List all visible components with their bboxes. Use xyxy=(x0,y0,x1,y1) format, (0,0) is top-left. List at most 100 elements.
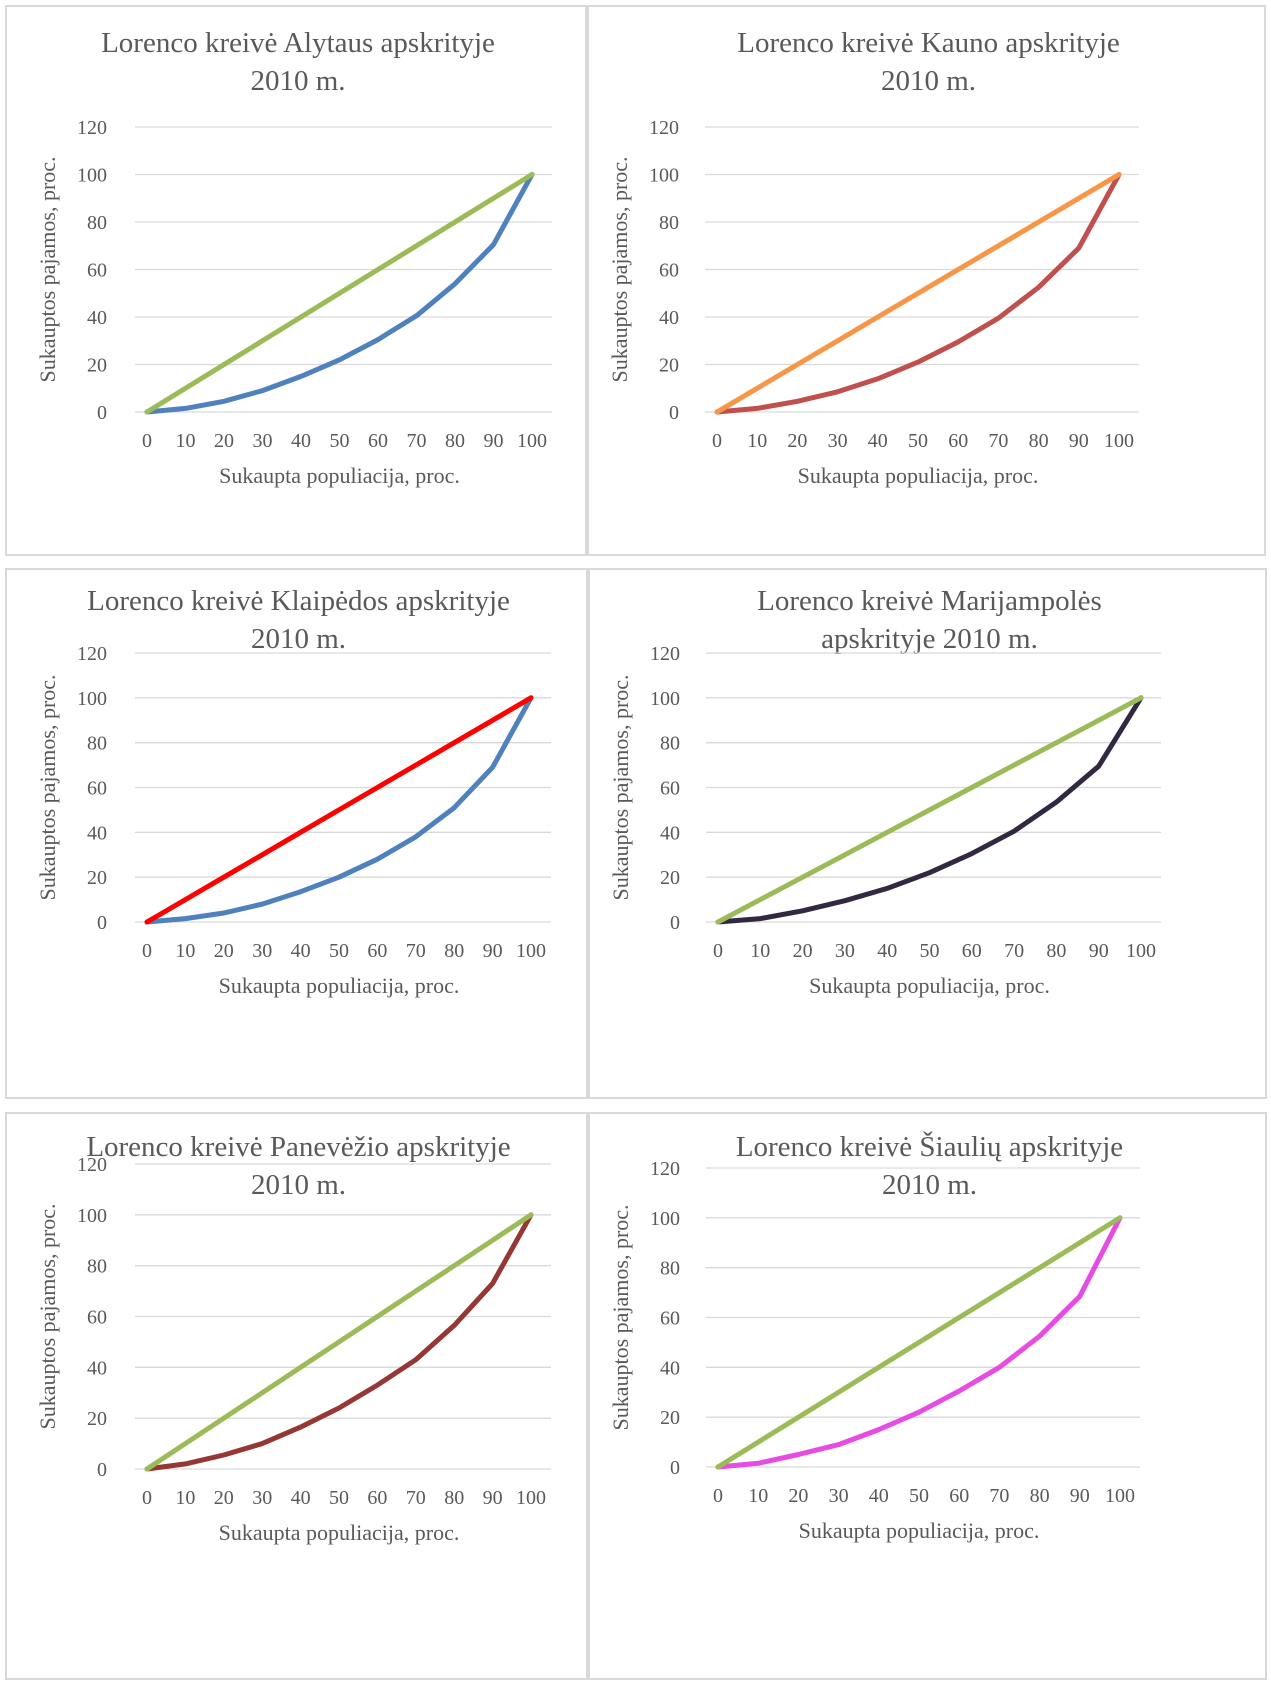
chart-panel-kaunas: Lorenco kreivė Kauno apskrityje 2010 m. 0 2… xyxy=(587,5,1266,556)
x-tick-label: 60 xyxy=(962,940,982,962)
lorenz-chart-alytus: Lorenco kreivė Alytaus apskrityje 2010 m.… xyxy=(35,27,552,488)
chart-title-line: 2010 m. xyxy=(882,1169,977,1201)
y-tick-label: 40 xyxy=(660,822,680,844)
y-tick-label: 40 xyxy=(660,1357,680,1379)
x-tick-label: 20 xyxy=(788,1485,808,1507)
lorenz-chart-marijampole: Lorenco kreivė Marijampolės apskrityje 20… xyxy=(608,585,1161,998)
y-axis-label: Sukauptos pajamos, proc. xyxy=(607,156,632,382)
x-tick-label: 50 xyxy=(329,1487,349,1509)
x-axis-label: Sukaupta populiacija, proc. xyxy=(798,463,1039,488)
x-axis-label: Sukaupta populiacija, proc. xyxy=(219,463,460,488)
x-tick-label: 20 xyxy=(787,430,807,452)
y-tick-label: 100 xyxy=(650,688,680,710)
x-tick-label: 30 xyxy=(829,1485,849,1507)
x-tick-label: 50 xyxy=(908,430,928,452)
lorenz-curve-line xyxy=(144,695,534,925)
y-tick-label: 20 xyxy=(87,355,107,377)
x-tick-label: 60 xyxy=(367,940,387,962)
equality-line xyxy=(715,1215,1123,1470)
y-tick-label: 0 xyxy=(670,1457,680,1479)
equality-line xyxy=(715,695,1144,925)
x-tick-label: 40 xyxy=(291,1487,311,1509)
x-tick-label: 10 xyxy=(747,430,767,452)
y-tick-label: 120 xyxy=(77,117,107,139)
x-tick-label: 80 xyxy=(1029,430,1049,452)
lorenz-chart-siauliai: Lorenco kreivė Šiaulių apskrityje 2010 m.… xyxy=(608,1130,1140,1543)
y-tick-label: 80 xyxy=(87,212,107,234)
x-tick-label: 70 xyxy=(988,430,1008,452)
x-tick-label: 50 xyxy=(330,430,350,452)
lorenz-chart-panevezys: Lorenco kreivė Panevėžio apskrityje 2010 … xyxy=(35,1131,551,1545)
y-tick-label: 80 xyxy=(659,212,679,234)
x-tick-label: 10 xyxy=(175,1487,195,1509)
x-tick-label: 90 xyxy=(1089,940,1109,962)
y-tick-label: 0 xyxy=(670,912,680,934)
lorenz-curve-line xyxy=(715,1215,1123,1470)
x-tick-label: 50 xyxy=(329,940,349,962)
x-tick-label: 60 xyxy=(949,1485,969,1507)
chart-title-line: 2010 m. xyxy=(881,65,976,97)
x-tick-label: 70 xyxy=(1004,940,1024,962)
lorenz-chart-klaipeda: Lorenco kreivė Klaipėdos apskrityje 2010 … xyxy=(35,585,551,998)
chart-title-line: Lorenco kreivė Panevėžio apskrityje xyxy=(86,1131,510,1163)
x-tick-label: 100 xyxy=(516,1487,546,1509)
x-tick-label: 20 xyxy=(214,430,234,452)
equality-line xyxy=(144,172,535,415)
x-tick-label: 100 xyxy=(1105,1485,1135,1507)
chart-title-line: 2010 m. xyxy=(250,65,345,97)
y-tick-label: 60 xyxy=(660,1308,680,1330)
x-tick-label: 90 xyxy=(483,940,503,962)
x-tick-label: 40 xyxy=(868,430,888,452)
y-axis-label: Sukauptos pajamos, proc. xyxy=(35,1203,60,1429)
y-tick-label: 60 xyxy=(87,1307,107,1329)
y-tick-label: 100 xyxy=(77,165,107,187)
x-tick-label: 0 xyxy=(142,940,152,962)
x-tick-label: 0 xyxy=(142,1487,152,1509)
chart-panel-marijampole: Lorenco kreivė Marijampolės apskrityje 20… xyxy=(588,568,1267,1099)
x-tick-label: 80 xyxy=(444,1487,464,1509)
x-tick-label: 80 xyxy=(1030,1485,1050,1507)
chart-panel-alytus: Lorenco kreivė Alytaus apskrityje 2010 m.… xyxy=(5,5,587,556)
x-tick-label: 30 xyxy=(828,430,848,452)
y-tick-label: 40 xyxy=(87,822,107,844)
x-tick-label: 80 xyxy=(444,940,464,962)
y-tick-label: 60 xyxy=(660,778,680,800)
lorenz-curve-line xyxy=(714,172,1122,415)
x-tick-label: 90 xyxy=(1069,430,1089,452)
x-tick-label: 60 xyxy=(367,1487,387,1509)
x-tick-label: 0 xyxy=(712,430,722,452)
x-tick-label: 60 xyxy=(948,430,968,452)
x-tick-label: 10 xyxy=(175,940,195,962)
x-tick-label: 0 xyxy=(713,940,723,962)
chart-panel-panevezys: Lorenco kreivė Panevėžio apskrityje 2010 … xyxy=(5,1112,588,1680)
x-tick-label: 90 xyxy=(484,430,504,452)
lorenz-chart-kaunas: Lorenco kreivė Kauno apskrityje 2010 m. 0 2… xyxy=(607,27,1139,488)
y-tick-label: 0 xyxy=(97,402,107,424)
x-tick-label: 70 xyxy=(406,1487,426,1509)
y-tick-label: 40 xyxy=(87,307,107,329)
x-tick-label: 10 xyxy=(750,940,770,962)
x-tick-label: 10 xyxy=(748,1485,768,1507)
x-tick-label: 0 xyxy=(142,430,152,452)
equality-line xyxy=(144,695,534,925)
y-tick-label: 80 xyxy=(660,1258,680,1280)
x-tick-label: 90 xyxy=(1070,1485,1090,1507)
chart-title-line: 2010 m. xyxy=(251,623,346,655)
lorenz-curve-line xyxy=(144,172,535,415)
x-axis-label: Sukaupta populiacija, proc. xyxy=(799,1518,1040,1543)
x-axis-label: Sukaupta populiacija, proc. xyxy=(809,973,1050,998)
x-tick-label: 20 xyxy=(214,1487,234,1509)
y-tick-label: 120 xyxy=(650,643,680,665)
x-tick-label: 100 xyxy=(516,940,546,962)
y-tick-label: 0 xyxy=(97,1459,107,1481)
y-tick-label: 20 xyxy=(660,1407,680,1429)
y-tick-label: 100 xyxy=(649,165,679,187)
x-tick-label: 10 xyxy=(176,430,196,452)
chart-title-line: Lorenco kreivė Alytaus apskrityje xyxy=(101,27,495,59)
y-tick-label: 120 xyxy=(77,1154,107,1176)
y-tick-label: 120 xyxy=(649,117,679,139)
x-tick-label: 20 xyxy=(793,940,813,962)
x-tick-label: 70 xyxy=(407,430,427,452)
x-tick-label: 80 xyxy=(445,430,465,452)
chart-title-line: Lorenco kreivė Klaipėdos apskrityje xyxy=(87,585,510,617)
